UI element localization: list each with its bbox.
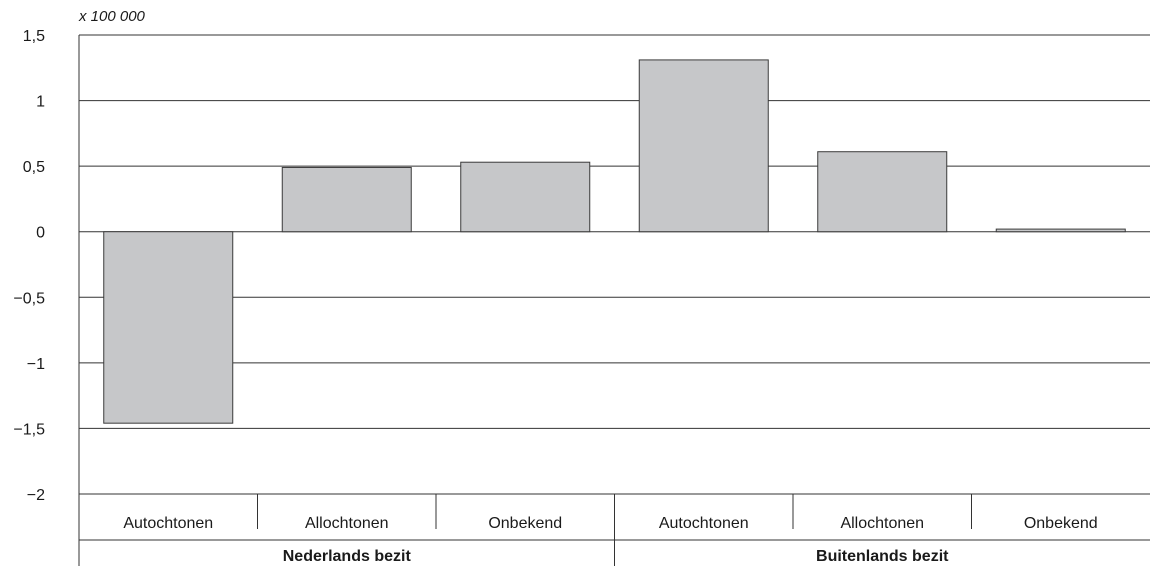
bar xyxy=(995,228,1126,233)
y-tick-label: −1,5 xyxy=(13,421,45,438)
y-tick-label: 0,5 xyxy=(23,159,45,176)
group-label: Buitenlands bezit xyxy=(816,548,949,565)
group-label: Nederlands bezit xyxy=(283,548,412,565)
category-labels: Autochtonen Allochtonen Onbekend Autochtone… xyxy=(123,515,1097,532)
bar xyxy=(817,151,948,233)
y-axis-tick-labels: 1,5 1 0,5 0 −0,5 −1 −1,5 −2 xyxy=(13,28,45,504)
axes xyxy=(78,35,1150,566)
category-label: Onbekend xyxy=(488,515,562,532)
category-label: Autochtonen xyxy=(123,515,213,532)
y-tick-label: 0 xyxy=(36,225,45,242)
y-tick-label: −2 xyxy=(27,487,45,504)
bar xyxy=(460,161,591,233)
y-tick-label: −0,5 xyxy=(13,290,45,307)
category-label: Autochtonen xyxy=(659,515,749,532)
y-tick-label: 1 xyxy=(36,94,45,111)
unit-label: x 100 000 xyxy=(78,8,146,25)
gridlines xyxy=(79,34,1150,495)
bar xyxy=(281,166,412,233)
bar xyxy=(638,59,769,233)
y-tick-label: 1,5 xyxy=(23,28,45,45)
category-label: Onbekend xyxy=(1024,515,1098,532)
group-labels: Nederlands bezit Buitenlands bezit xyxy=(283,548,949,565)
category-label: Allochtonen xyxy=(305,515,389,532)
bars xyxy=(103,59,1126,424)
y-tick-label: −1 xyxy=(27,356,45,373)
category-label: Allochtonen xyxy=(840,515,924,532)
bar xyxy=(103,231,234,424)
